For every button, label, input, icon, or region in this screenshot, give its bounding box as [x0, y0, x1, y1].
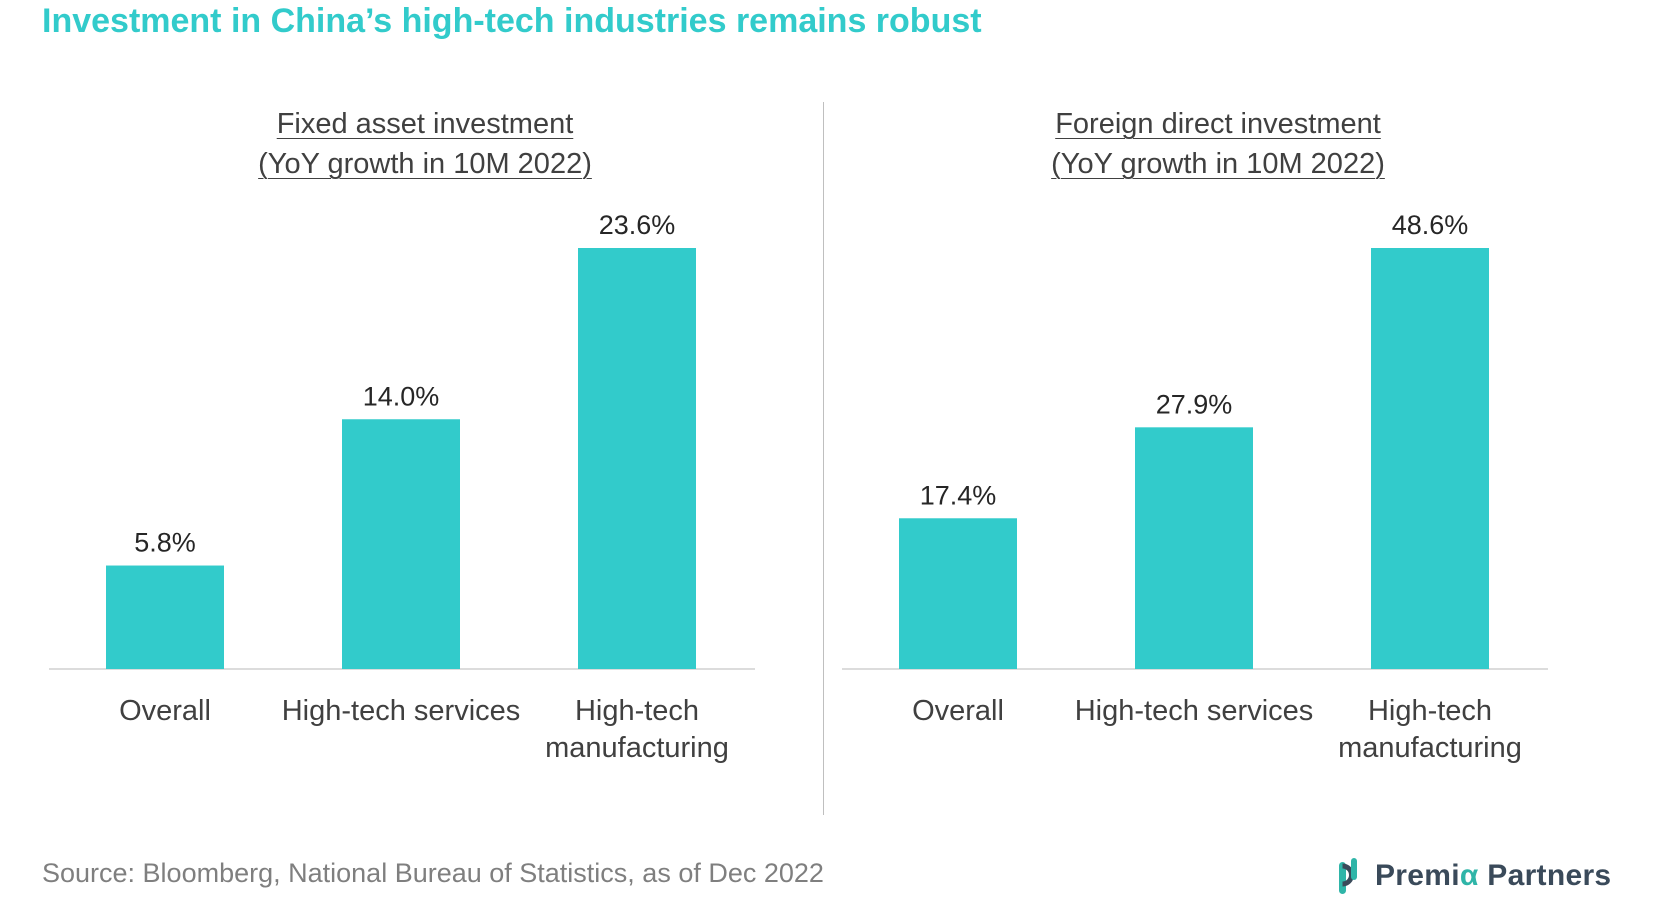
premia-partners-logo: Premiα Partners [1335, 856, 1611, 896]
logo-text-alpha: α [1459, 859, 1479, 892]
data-label-2: 23.6% [599, 210, 676, 240]
panel-title-line2: (YoY growth in 10M 2022) [1051, 148, 1385, 180]
data-label-1: 14.0% [363, 381, 440, 411]
data-label-1: 27.9% [1156, 389, 1233, 419]
category-label-2: High-tech [1368, 695, 1492, 727]
category-label-1: High-tech services [1075, 695, 1314, 727]
chart-panel-fixed-asset: Fixed asset investment (YoY growth in 10… [45, 100, 805, 820]
panel-title: Foreign direct investment (YoY growth in… [838, 104, 1598, 184]
chart-title: Investment in China’s high-tech industri… [42, 2, 982, 40]
category-label-1: High-tech services [282, 695, 521, 727]
bar-chart-fixed-asset: 5.8% Overall 14.0% High-tech services 23.6% H… [49, 210, 755, 764]
bar-0 [899, 518, 1017, 669]
panel-title-line1: Fixed asset investment [276, 108, 574, 140]
data-label-0: 17.4% [920, 480, 997, 510]
category-label-2: manufacturing [1338, 732, 1522, 764]
logo-text: Premiα Partners [1375, 859, 1611, 893]
bar-2 [1371, 248, 1489, 669]
chart-panel-fdi: Foreign direct investment (YoY growth in… [838, 100, 1598, 820]
data-label-2: 48.6% [1392, 210, 1469, 240]
bar-2 [578, 248, 696, 669]
bar-1 [1135, 427, 1253, 669]
panel-title-line1: Foreign direct investment [1055, 108, 1381, 140]
data-label-0: 5.8% [134, 528, 196, 558]
category-label-2: High-tech [575, 695, 699, 727]
source-note: Source: Bloomberg, National Bureau of St… [42, 858, 824, 888]
panel-title-line2: (YoY growth in 10M 2022) [258, 148, 592, 180]
bar-0 [106, 565, 224, 669]
logo-text-a: Premi [1375, 859, 1460, 892]
bar-chart-fdi: 17.4% Overall 27.9% High-tech services 48.6%… [842, 210, 1548, 764]
category-label-2: manufacturing [545, 732, 729, 764]
category-label-0: Overall [912, 695, 1004, 727]
panel-divider [823, 102, 824, 815]
bar-1 [342, 419, 460, 669]
logo-mark-icon [1339, 858, 1357, 894]
logo-text-b: Partners [1478, 859, 1612, 892]
category-label-0: Overall [119, 695, 211, 727]
panel-title: Fixed asset investment (YoY growth in 10… [45, 104, 805, 184]
